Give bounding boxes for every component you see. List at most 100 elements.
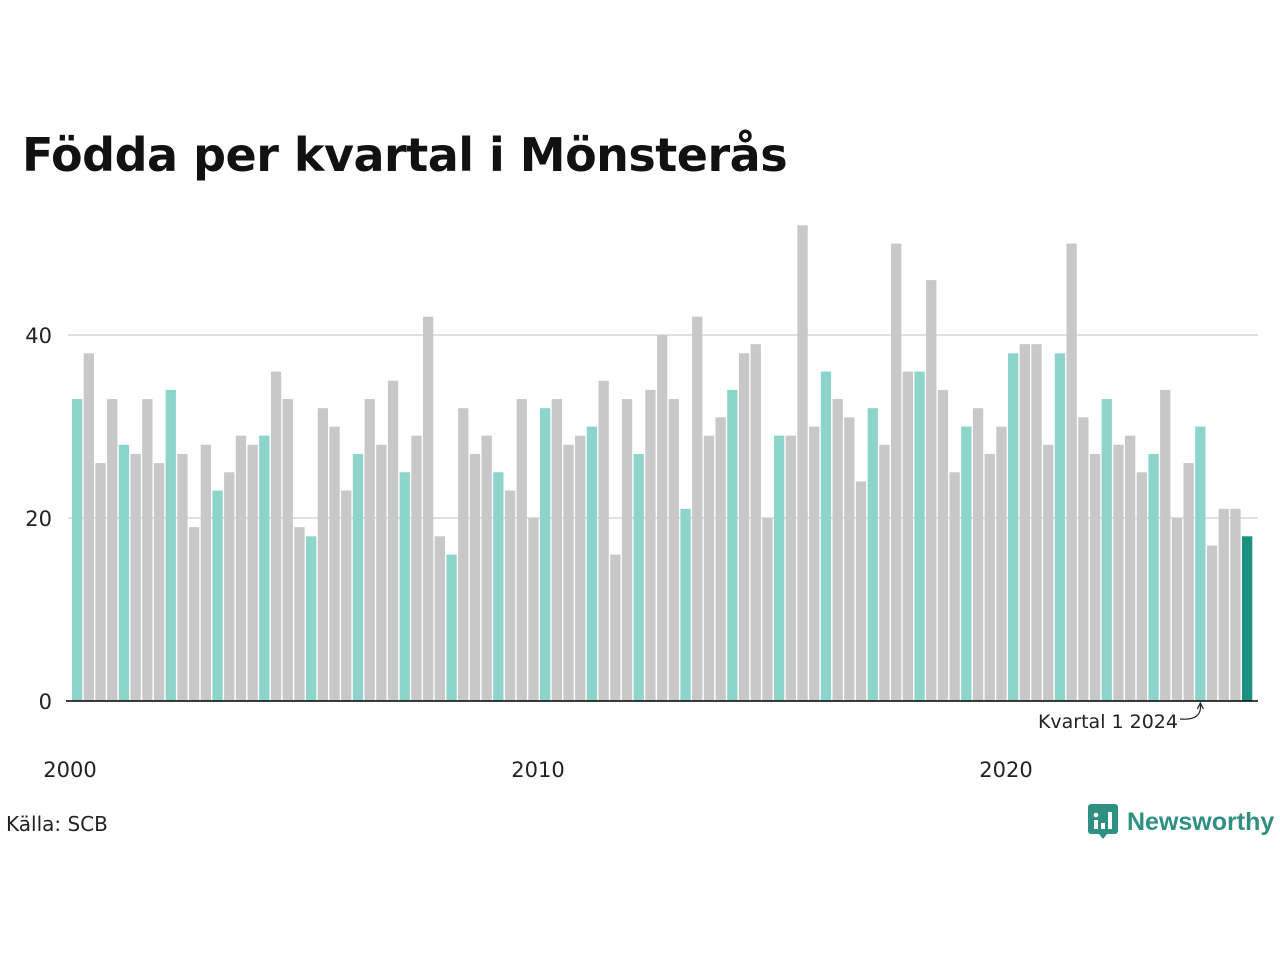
y-tick-label: 0 [39, 690, 52, 714]
bar [469, 453, 481, 701]
bar-chart: 0 20 40 2000 2010 2020 Kvartal 1 2024 [25, 225, 1258, 782]
brand-name: Newsworthy [1127, 807, 1275, 836]
bar [891, 243, 902, 701]
bar [1066, 243, 1077, 701]
chart-bubble-icon [1088, 804, 1118, 839]
source-note: Källa: SCB [6, 812, 108, 836]
bar [516, 399, 527, 701]
bar [902, 371, 913, 701]
bar [1183, 463, 1194, 701]
bar [493, 472, 504, 701]
bar [528, 518, 539, 701]
bar [914, 371, 925, 701]
bar [376, 444, 387, 701]
bar [387, 380, 399, 701]
bar [1043, 444, 1054, 701]
annotation-label: Kvartal 1 2024 [1038, 711, 1178, 733]
bar [1008, 353, 1019, 701]
annotation-arrow [1179, 703, 1202, 720]
bar [504, 490, 516, 701]
bar [598, 380, 609, 701]
bar [774, 435, 785, 701]
bar [83, 353, 94, 701]
bar [645, 389, 656, 701]
bar [1019, 344, 1030, 701]
x-tick-label: 2020 [979, 758, 1032, 782]
bar [1136, 472, 1147, 701]
bar [855, 481, 867, 701]
bar [984, 453, 995, 701]
bar [832, 399, 843, 701]
bar [130, 453, 141, 701]
bar [1218, 508, 1229, 701]
bar [1031, 344, 1042, 701]
y-tick-label: 20 [25, 507, 52, 531]
bar [212, 490, 223, 701]
bar [259, 435, 270, 701]
bar [703, 435, 715, 701]
bar [972, 408, 984, 701]
bar [423, 316, 434, 701]
bar [1078, 417, 1089, 701]
bar [95, 463, 106, 701]
bar [540, 408, 551, 701]
bar [692, 316, 703, 701]
y-tick-label: 40 [25, 324, 52, 348]
bar [762, 518, 773, 701]
bar [1125, 435, 1136, 701]
bar [399, 472, 410, 701]
bar [961, 426, 972, 701]
bar [785, 435, 796, 701]
bar [1054, 353, 1066, 701]
bar [809, 426, 820, 701]
bar [107, 399, 118, 701]
bar [72, 399, 83, 701]
bar [1113, 444, 1124, 701]
bar [270, 371, 282, 701]
bar [1160, 389, 1171, 701]
bar [317, 408, 328, 701]
bar [1101, 399, 1112, 701]
bar [247, 444, 258, 701]
bar [949, 472, 960, 701]
bar [352, 453, 364, 701]
bar [750, 344, 761, 701]
bar [200, 444, 211, 701]
bar [668, 399, 679, 701]
bar [1206, 545, 1218, 701]
bar [738, 353, 750, 701]
chart-title: Födda per kvartal i Mönsterås [22, 128, 788, 182]
bar [329, 426, 340, 701]
bar [1195, 426, 1206, 701]
bar [551, 399, 562, 701]
bar [153, 463, 165, 701]
bar [189, 527, 200, 701]
bar [575, 435, 586, 701]
bar [177, 453, 188, 701]
bar [446, 554, 457, 701]
bar [937, 389, 949, 701]
bar [657, 335, 668, 701]
bar [364, 399, 375, 701]
bar [586, 426, 598, 701]
bar [680, 508, 691, 701]
bar [1148, 453, 1159, 701]
bar [235, 435, 247, 701]
bar [727, 389, 738, 701]
bar [563, 444, 574, 701]
bar [610, 554, 621, 701]
bar [797, 225, 808, 701]
bar [633, 453, 644, 701]
bar [306, 536, 317, 701]
bar [1230, 508, 1241, 701]
annotation-arrowhead [1196, 701, 1204, 710]
bar [282, 399, 293, 701]
bar [996, 426, 1007, 701]
bar [1242, 536, 1253, 701]
bar [879, 444, 890, 701]
bar [294, 527, 305, 701]
bar [481, 435, 492, 701]
bar [715, 417, 726, 701]
x-tick-label: 2000 [43, 758, 96, 782]
bar [142, 399, 153, 701]
